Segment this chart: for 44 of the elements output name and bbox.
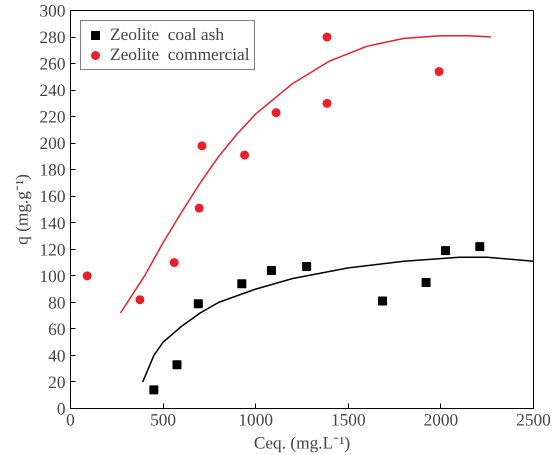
point: [322, 32, 332, 42]
x-tick-label: 2000: [424, 410, 458, 430]
y-tick-label: 60: [48, 320, 66, 339]
y-tick-label: 260: [40, 54, 66, 74]
point: [237, 279, 246, 288]
point: [240, 150, 250, 160]
y-tick-label: 180: [40, 160, 66, 180]
y-tick-label: 280: [40, 28, 66, 48]
y-tick-label: 80: [48, 293, 66, 312]
point: [197, 141, 206, 150]
point: [149, 385, 158, 394]
y-axis-title: q (mg.g⁻¹): [12, 174, 32, 245]
x-tick-label: 2500: [516, 410, 551, 430]
point: [434, 67, 444, 76]
y-tick-label: 160: [40, 187, 66, 206]
x-tick-label: 500: [150, 410, 176, 430]
legend-label: Zeolite commercial: [110, 45, 250, 65]
point: [272, 108, 281, 118]
point: [135, 295, 144, 304]
y-tick-label: 140: [40, 214, 66, 233]
y-tick-label: 120: [40, 240, 66, 260]
point: [194, 299, 203, 308]
y-tick-label: 100: [40, 266, 66, 286]
y-tick-label: 40: [48, 346, 66, 366]
point: [194, 204, 204, 213]
point: [322, 98, 332, 108]
y-tick-label: 240: [40, 81, 66, 100]
x-tick-label: 1000: [238, 410, 274, 430]
point: [172, 360, 182, 370]
y-tick-label: 220: [40, 108, 66, 127]
y-tick-label: 200: [40, 134, 66, 154]
point: [378, 296, 388, 306]
x-tick-label: 1500: [330, 410, 366, 430]
legend-label: Zeolite coal ash: [110, 25, 224, 45]
point: [302, 262, 312, 272]
y-tick-label: 300: [40, 2, 66, 20]
x-axis-title: Ceq. (mg.L⁻¹): [254, 434, 350, 452]
point: [266, 266, 276, 276]
y-tick-label: 20: [48, 372, 66, 392]
point: [441, 246, 450, 256]
point: [475, 242, 484, 252]
point: [82, 271, 92, 280]
point: [170, 258, 179, 268]
point: [422, 278, 431, 287]
